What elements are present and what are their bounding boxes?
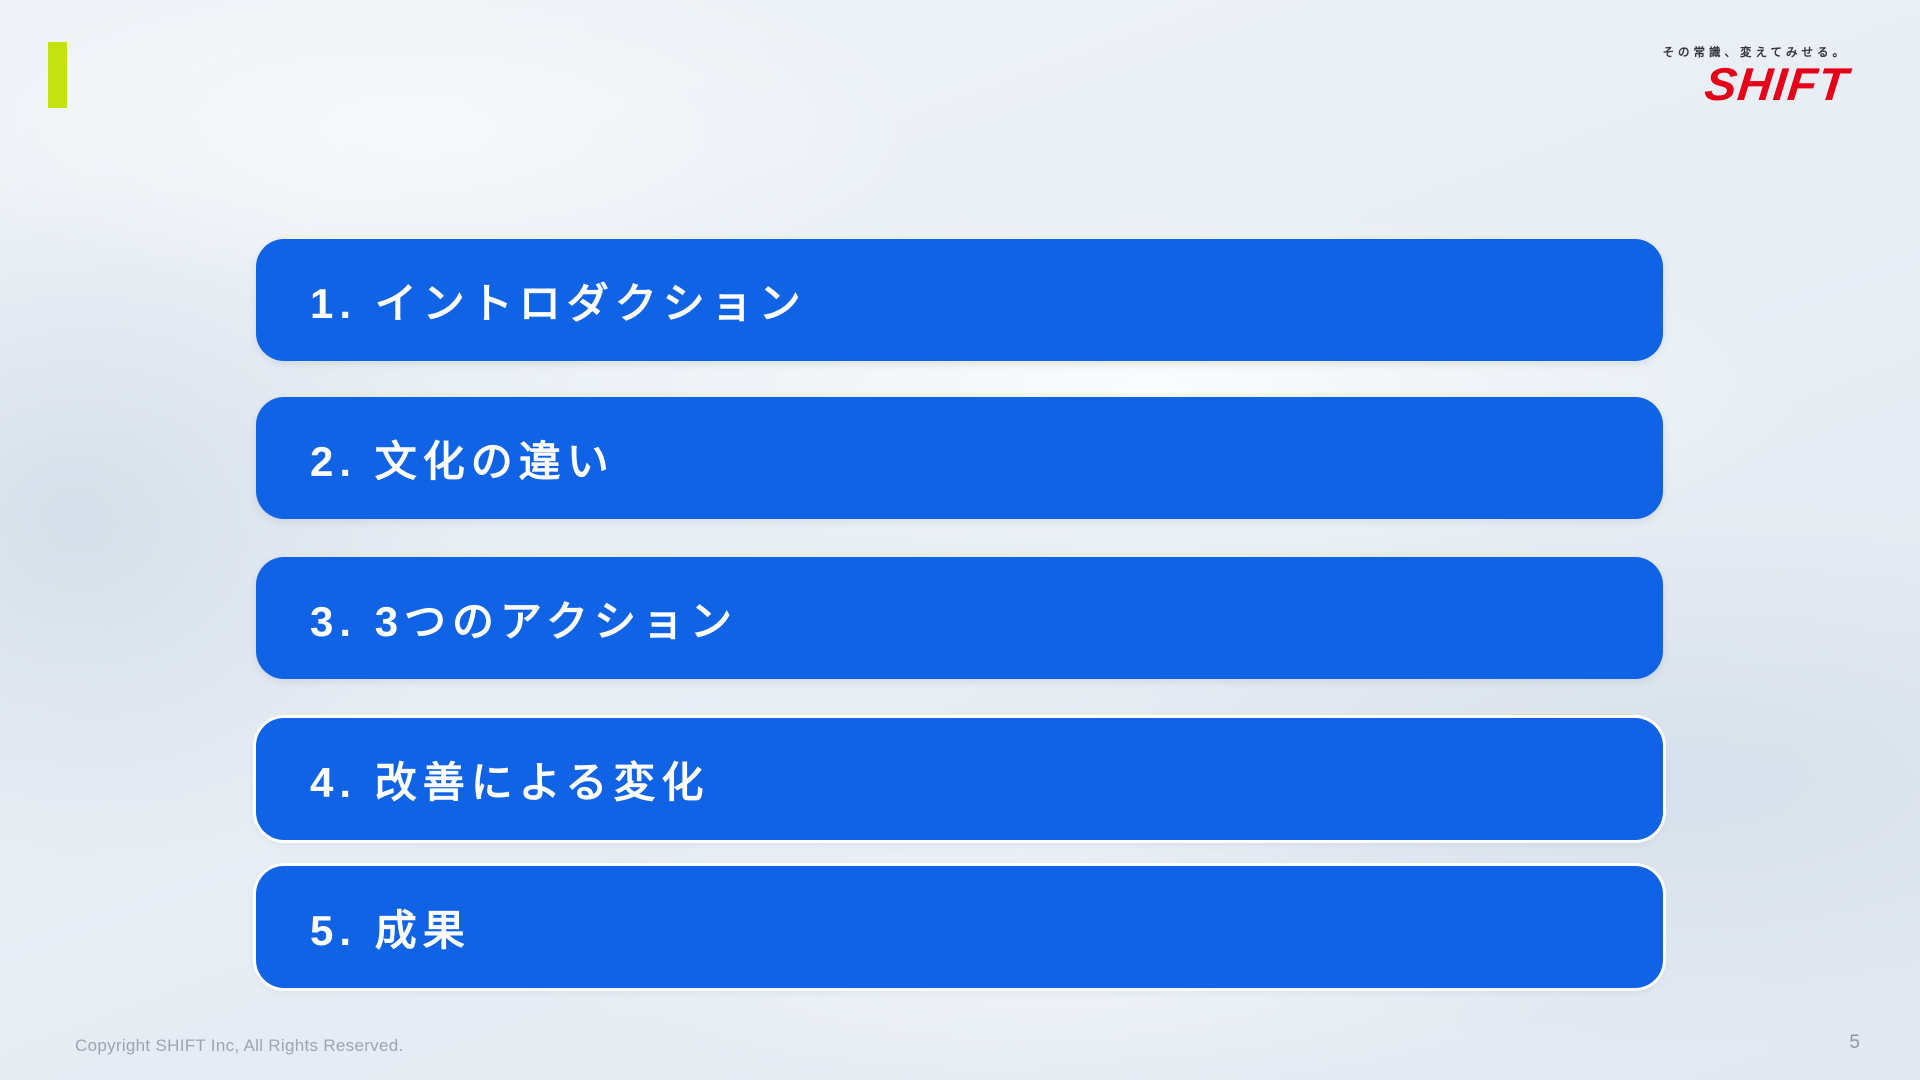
logo-tagline: その常識、変えてみせる。 <box>1662 47 1848 59</box>
shift-logo: その常識、変えてみせる。 SHIFT <box>1662 44 1851 110</box>
agenda-item-label: 1. イントロダクション <box>310 279 807 327</box>
agenda-item-kaizen-changes: 4. 改善による変化 <box>256 718 1663 840</box>
agenda-item-three-actions: 3. 3つのアクション <box>256 557 1663 679</box>
agenda-item-label: 5. 成果 <box>310 906 471 954</box>
agenda-item-introduction: 1. イントロダクション <box>256 239 1663 361</box>
agenda-item-label: 4. 改善による変化 <box>310 758 710 806</box>
agenda-item-label: 3. 3つのアクション <box>310 597 738 645</box>
logo-wordmark: SHIFT <box>1701 58 1851 110</box>
copyright-text: Copyright SHIFT Inc, All Rights Reserved… <box>75 1036 404 1055</box>
page-number: 5 <box>1849 1032 1860 1053</box>
agenda-item-culture-differences: 2. 文化の違い <box>256 397 1663 519</box>
agenda-item-label: 2. 文化の違い <box>310 437 615 485</box>
title-accent-bar <box>48 42 67 108</box>
agenda-item-results: 5. 成果 <box>256 866 1663 988</box>
